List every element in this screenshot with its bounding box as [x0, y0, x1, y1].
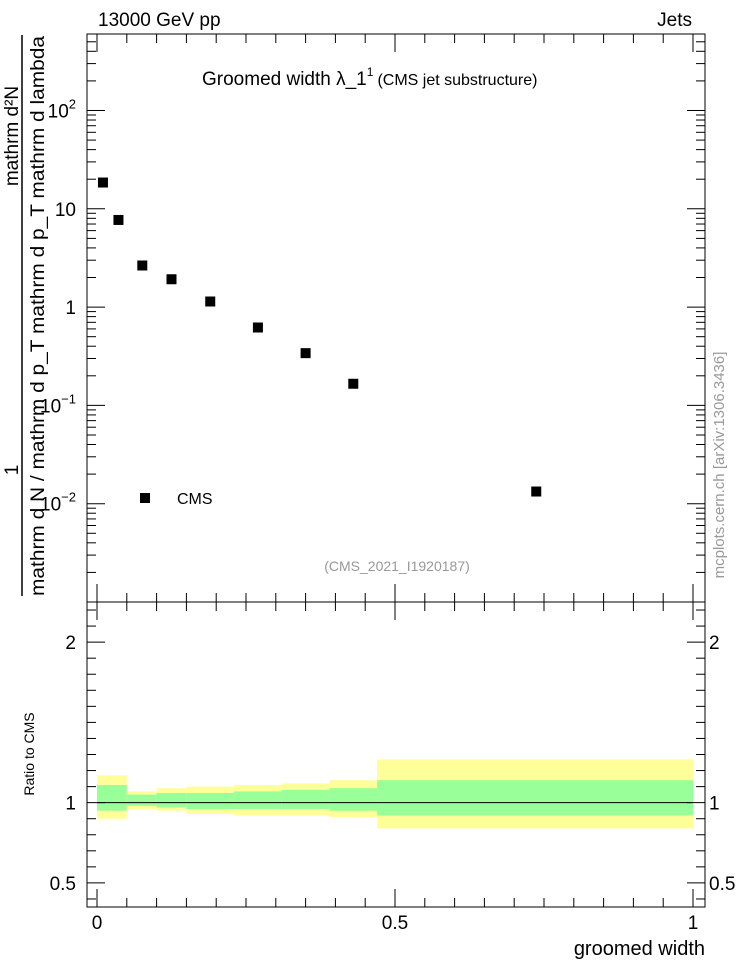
legend-label-cms: CMS	[177, 491, 213, 508]
ratio-band-inner-2	[156, 793, 187, 808]
ratio-y-tick-label-left-1: 1	[65, 794, 76, 815]
cms-data-points	[97, 177, 542, 497]
ratio-band-inner-0	[97, 785, 127, 811]
ratio-x-ticks: 0 0.5 1	[92, 602, 699, 934]
process-label: Jets	[657, 10, 692, 31]
ratio-y-axis-label: Ratio to CMS	[21, 712, 37, 795]
ratio-y-ticks: 0.5 0.5 1 1 2 2	[50, 609, 735, 900]
ratio-y-tick-label-right-0: 0.5	[709, 874, 735, 895]
ratio-band-inner-3	[186, 793, 235, 810]
data-point-0	[97, 177, 108, 188]
y-label-numerator: mathrm d²N	[2, 86, 23, 186]
chart-title-note: (CMS jet substructure)	[377, 72, 537, 89]
y-label-prefix: 1	[2, 465, 23, 476]
reference-analysis-label: (CMS_2021_I1920187)	[324, 558, 470, 574]
data-point-4	[205, 296, 216, 307]
main-y-tick-label-1: 10−1	[40, 391, 76, 417]
data-point-8	[531, 486, 542, 497]
data-point-7	[348, 378, 359, 389]
main-y-tick-label-3: 10	[55, 200, 76, 221]
ratio-plot-frame	[86, 601, 706, 908]
ratio-band-inner-1	[126, 794, 157, 806]
data-point-1	[113, 214, 124, 225]
ratio-band-inner-6	[329, 788, 378, 811]
chart-title: Groomed width λ_11 (CMS jet substructure)	[202, 65, 537, 90]
main-plot-frame	[86, 33, 706, 603]
main-y-tick-label-0: 10−2	[40, 490, 76, 516]
data-point-2	[137, 260, 148, 271]
ratio-band-inner-5	[281, 789, 330, 810]
watermark: mcplots.cern.ch [arXiv:1306.3436]	[711, 352, 728, 579]
data-point-6	[300, 348, 311, 359]
ratio-y-tick-label-left-2: 2	[65, 633, 76, 654]
ratio-y-tick-label-right-2: 2	[709, 633, 720, 654]
x-axis-label: groomed width	[574, 938, 705, 960]
data-point-3	[166, 274, 177, 285]
ratio-band-inner-7	[377, 780, 693, 816]
main-y-tick-label-2: 1	[65, 298, 76, 319]
x-tick-label-0: 0	[92, 913, 103, 934]
ratio-y-tick-label-right-1: 1	[709, 794, 720, 815]
chart-title-superscript: 1	[367, 65, 374, 79]
x-tick-label-2: 1	[688, 913, 699, 934]
energy-label: 13000 GeV pp	[98, 10, 221, 31]
ratio-y-tick-label-left-0: 0.5	[50, 874, 76, 895]
y-label-denominator: mathrm d N / mathrm d p_T mathrm d p_T m…	[28, 36, 49, 596]
main-x-ticks	[96, 34, 694, 602]
main-y-axis-label: 1 mathrm d²N mathrm d N / mathrm d p_T m…	[2, 35, 49, 596]
legend-marker-cms	[140, 493, 150, 503]
ratio-bands	[97, 759, 693, 829]
main-y-ticks: 10−2 10−1 1 10 102	[40, 33, 705, 603]
x-tick-label-1: 0.5	[382, 913, 408, 934]
ratio-band-inner-4	[234, 791, 282, 810]
main-y-tick-label-4: 102	[48, 96, 76, 122]
chart-title-main: Groomed width λ_1	[202, 69, 367, 90]
data-point-5	[252, 322, 263, 333]
